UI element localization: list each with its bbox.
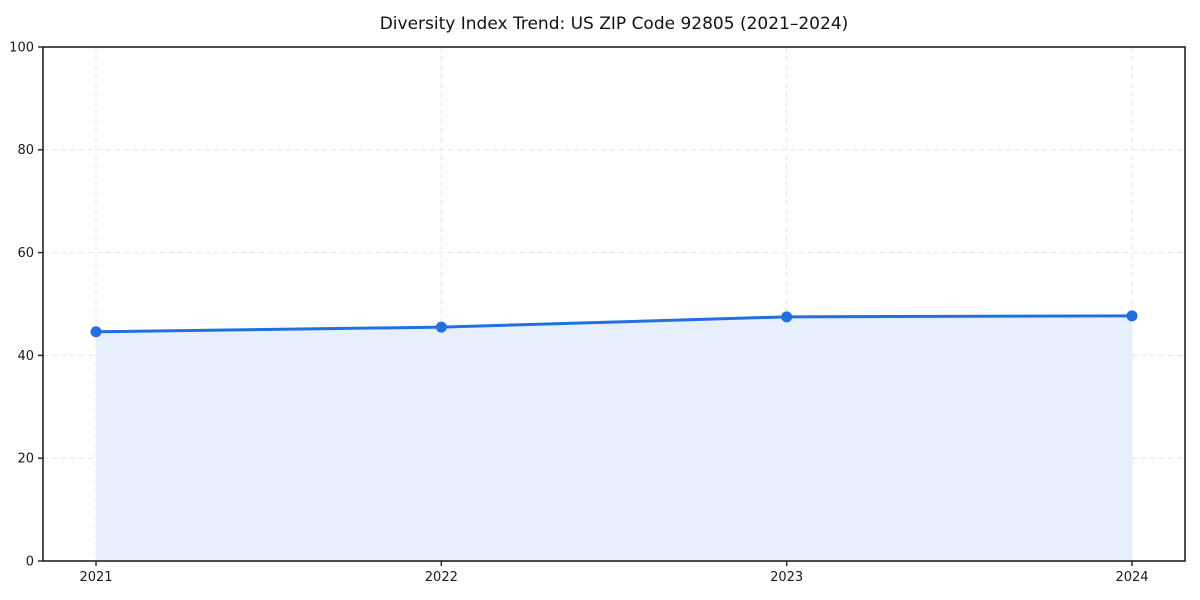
chart-title: Diversity Index Trend: US ZIP Code 92805…: [380, 14, 849, 34]
xtick-label-2021: 2021: [79, 570, 112, 585]
xtick-label-2023: 2023: [770, 570, 803, 585]
tick-label-layer: 0 20 40 60 80 100 2021 2022 2023 2024: [9, 40, 1148, 585]
ytick-label-0: 0: [26, 554, 34, 569]
ytick-label-60: 60: [17, 246, 34, 261]
data-point-2024: [1126, 310, 1138, 322]
plot-border: [42, 46, 1186, 562]
ytick-label-100: 100: [9, 40, 34, 55]
trend-line: [94, 314, 1134, 334]
series-layer: [90, 310, 1138, 561]
ytick-label-40: 40: [17, 349, 34, 364]
ytick-label-20: 20: [17, 452, 34, 467]
data-point-2021: [90, 326, 102, 338]
xtick-label-2024: 2024: [1115, 570, 1148, 585]
xtick-label-2022: 2022: [425, 570, 458, 585]
data-point-2023: [781, 311, 793, 323]
axes-layer: [38, 46, 1186, 566]
data-point-2022: [435, 321, 447, 333]
ytick-label-80: 80: [17, 143, 34, 158]
area-fill: [96, 315, 1132, 561]
